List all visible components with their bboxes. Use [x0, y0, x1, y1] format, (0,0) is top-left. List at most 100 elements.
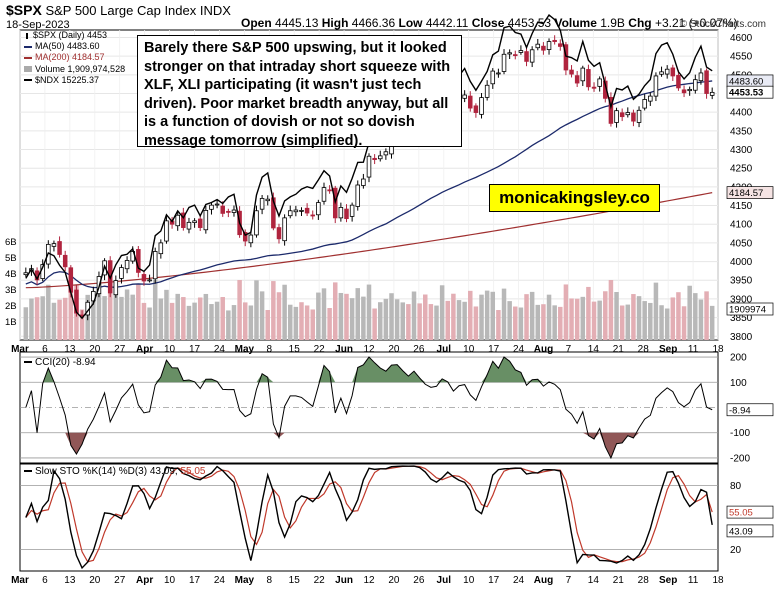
volume-bar — [344, 293, 349, 340]
volume-bar — [439, 285, 445, 340]
volume-bar — [197, 297, 203, 340]
volume-bar — [507, 301, 512, 340]
candle — [484, 80, 490, 101]
candle-body — [23, 272, 29, 276]
volume-bar — [456, 300, 462, 340]
x-tick-label: 12 — [363, 344, 375, 355]
volume-bar — [428, 304, 434, 340]
cci-positive-fill — [25, 357, 713, 383]
volume-bar — [46, 284, 51, 340]
volume-bar — [614, 292, 619, 340]
x-tick-label: Mar — [11, 575, 29, 586]
volume-bar — [242, 302, 248, 340]
candle-body — [265, 198, 270, 202]
x-tick-label: May — [235, 344, 255, 355]
volume-bar — [79, 309, 85, 340]
candle — [597, 76, 602, 92]
x-tick-label: 7 — [566, 575, 572, 586]
x-tick-label: 11 — [688, 575, 699, 586]
candle-body — [51, 243, 57, 247]
candle-body — [473, 105, 479, 113]
candle — [209, 202, 214, 215]
volume-bar — [648, 302, 653, 340]
candle-body — [282, 217, 287, 242]
volume-bar — [631, 294, 636, 340]
legend-volume-swatch — [24, 66, 32, 73]
candle — [23, 267, 29, 277]
volume-tick-label: 2B — [5, 301, 17, 312]
cci-tick-label: -100 — [730, 428, 750, 439]
candle — [119, 264, 124, 284]
price-tick-label: 4350 — [730, 126, 753, 137]
volume-bar — [558, 306, 563, 340]
candle-body — [316, 202, 321, 216]
volume-bar — [378, 302, 383, 340]
x-tick-label: 24 — [214, 575, 226, 586]
volume-bar — [569, 298, 574, 340]
candle-body — [569, 69, 574, 75]
sto-label: Slow STO %K(14) %D(3) 43.09, 55.05 — [24, 466, 205, 477]
candle — [709, 87, 715, 100]
volume-bar — [181, 297, 186, 340]
chart-legend: $SPX (Daily) 4453 MA(50) 4483.60 MA(200)… — [24, 30, 125, 86]
volume-bar — [546, 294, 552, 340]
volume-bar — [51, 302, 57, 340]
candle-body — [158, 242, 164, 255]
candle-body — [214, 203, 220, 206]
candle-body — [164, 220, 169, 242]
x-tick-label: Sep — [659, 344, 677, 355]
candle — [164, 215, 169, 244]
volume-bar — [687, 285, 692, 340]
candle-body — [248, 234, 254, 244]
candle-body — [377, 155, 383, 160]
candle — [501, 49, 507, 75]
volume-bar — [580, 296, 586, 340]
volume-bar — [124, 289, 130, 340]
candle — [57, 236, 62, 258]
candle — [687, 86, 692, 96]
candle — [541, 42, 546, 55]
candle-body — [484, 84, 490, 98]
candle-body — [580, 67, 586, 82]
volume-bar — [676, 292, 681, 340]
x-tick-label: Jul — [437, 575, 452, 586]
candle — [361, 173, 366, 189]
volume-bar — [332, 282, 338, 340]
volume-bar — [107, 280, 113, 340]
price-tag-text: 4483.60 — [729, 76, 763, 87]
volume-bar — [299, 302, 304, 340]
volume-bar — [473, 306, 479, 340]
x-tick-label: 27 — [114, 344, 126, 355]
candle-body — [119, 267, 124, 279]
ma50-line-path — [25, 80, 713, 289]
candle — [316, 199, 321, 220]
cci-tick-label: 100 — [730, 378, 747, 389]
stochastic-panel — [20, 465, 718, 570]
header-date: 18-Sep-2023 — [6, 19, 70, 31]
volume-bar — [625, 304, 631, 340]
candle — [704, 68, 709, 99]
candle-body — [147, 279, 152, 282]
volume-bar — [164, 289, 169, 340]
candle-body — [209, 204, 214, 210]
x-tick-label: Aug — [534, 575, 553, 586]
sto-d-line — [25, 465, 713, 563]
candle — [518, 45, 524, 55]
volume-bar — [586, 286, 591, 340]
volume-tick-label: 5B — [5, 253, 17, 264]
candle-body — [293, 209, 299, 213]
x-tick-label: 10 — [463, 575, 475, 586]
candle — [248, 230, 254, 248]
x-tick-label: 18 — [712, 344, 724, 355]
candle-body — [338, 207, 344, 219]
price-tag-box — [726, 186, 774, 199]
candle — [648, 92, 653, 106]
candle-body — [141, 274, 147, 282]
x-tick-label: 20 — [89, 575, 101, 586]
candle — [462, 90, 467, 103]
candle-body — [462, 94, 467, 99]
volume-bar — [349, 298, 355, 340]
candle-body — [513, 54, 518, 57]
price-tick-label: 3800 — [730, 332, 753, 343]
candle-body — [355, 184, 361, 207]
